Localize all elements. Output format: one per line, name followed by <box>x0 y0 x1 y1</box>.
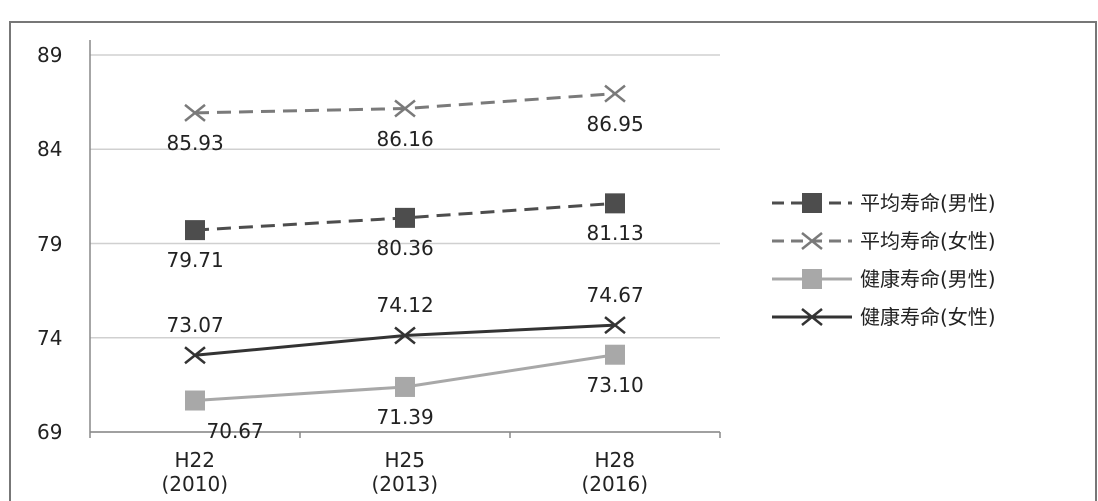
data-label: 74.12 <box>376 293 434 318</box>
y-tick-label: 84 <box>37 137 63 162</box>
point <box>605 344 625 365</box>
y-tick-label: 69 <box>37 420 63 444</box>
legend-label: 健康寿命(男性) <box>860 267 996 291</box>
data-label: 81.13 <box>586 221 644 246</box>
legend-label: 平均寿命(女性) <box>860 229 996 253</box>
point <box>605 193 625 214</box>
data-label: 70.67 <box>206 418 264 443</box>
data-label: 80.36 <box>376 235 434 260</box>
point <box>184 103 206 122</box>
point <box>604 84 626 103</box>
point <box>394 326 416 345</box>
data-label: 86.95 <box>586 111 644 136</box>
data-label: 79.71 <box>166 248 224 273</box>
x-tick-label: H22 (2010) <box>161 448 229 496</box>
data-label: 86.16 <box>376 126 434 151</box>
data-label: 73.10 <box>586 372 644 397</box>
point <box>395 376 415 397</box>
point <box>185 220 205 241</box>
y-tick-label: 89 <box>37 43 63 67</box>
data-label: 74.67 <box>586 283 644 308</box>
legend-marker <box>801 308 823 326</box>
point <box>395 207 415 228</box>
series-line <box>194 323 616 357</box>
x-tick-label: H25 (2013) <box>371 448 439 496</box>
point <box>185 390 205 411</box>
y-tick-label: 74 <box>37 325 63 350</box>
x-tick-label: H28 (2016) <box>581 448 649 496</box>
point <box>394 99 416 118</box>
legend-marker <box>802 193 822 213</box>
legend-label: 健康寿命(女性) <box>860 305 996 329</box>
legend-label: 平均寿命(男性) <box>860 191 996 215</box>
data-label: 85.93 <box>166 130 224 155</box>
data-label: 73.07 <box>166 313 224 338</box>
point <box>184 346 206 365</box>
data-label: 71.39 <box>376 404 434 429</box>
y-tick-label: 79 <box>37 231 63 256</box>
point <box>604 316 626 335</box>
legend-marker <box>802 269 822 289</box>
frame <box>9 21 1097 501</box>
legend-marker <box>801 232 823 250</box>
